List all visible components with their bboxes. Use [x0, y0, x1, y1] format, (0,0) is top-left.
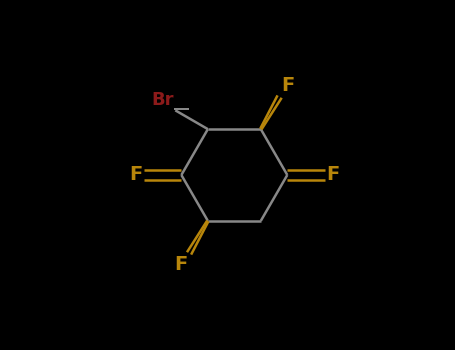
- Text: F: F: [281, 76, 294, 95]
- Text: F: F: [327, 166, 340, 184]
- Text: F: F: [174, 255, 187, 274]
- Text: F: F: [129, 166, 142, 184]
- Text: Br: Br: [151, 91, 174, 108]
